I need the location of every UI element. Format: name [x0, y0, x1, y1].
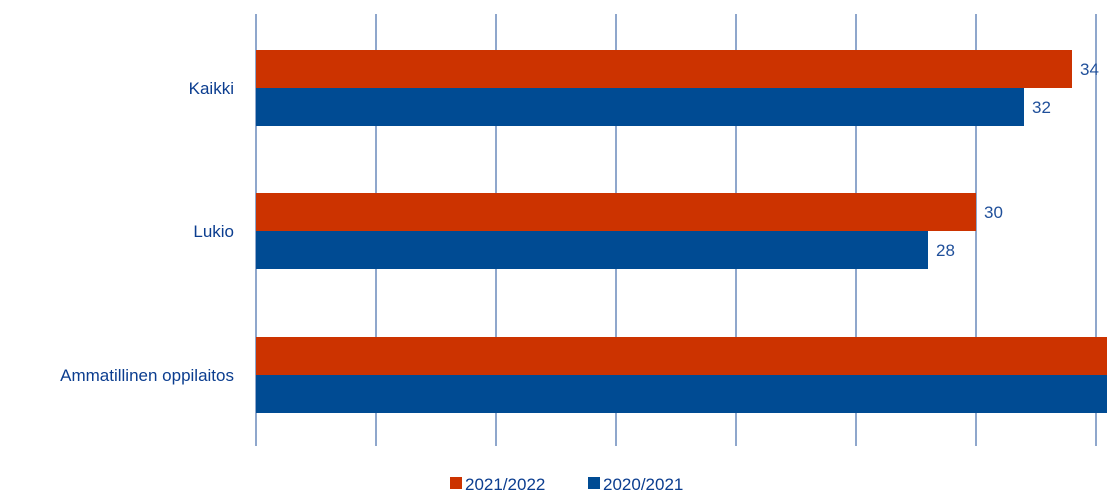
value-label-1-series-1: 34	[1080, 60, 1099, 79]
legend-label-2: 2020/2021	[603, 475, 683, 494]
bar-1-series-2	[256, 88, 1024, 126]
bars	[256, 50, 1107, 413]
bar-2-series-2	[256, 231, 928, 269]
bar-3-series-1	[256, 337, 1107, 375]
legend-swatch-2	[588, 477, 600, 489]
labels: 3432Kaikki3028Lukio3938Ammatillinen oppi…	[60, 60, 1099, 385]
value-label-2-series-2: 28	[936, 241, 955, 260]
legend: 2021/2022 2020/2021	[450, 475, 683, 494]
bar-1-series-1	[256, 50, 1072, 88]
category-label-3: Ammatillinen oppilaitos	[60, 366, 234, 385]
bar-2-series-1	[256, 193, 976, 231]
category-label-1: Kaikki	[189, 79, 234, 98]
legend-swatch-1	[450, 477, 462, 489]
value-label-1-series-2: 32	[1032, 98, 1051, 117]
legend-label-1: 2021/2022	[465, 475, 545, 494]
value-label-2-series-1: 30	[984, 203, 1003, 222]
bar-3-series-2	[256, 375, 1107, 413]
category-label-2: Lukio	[193, 222, 234, 241]
